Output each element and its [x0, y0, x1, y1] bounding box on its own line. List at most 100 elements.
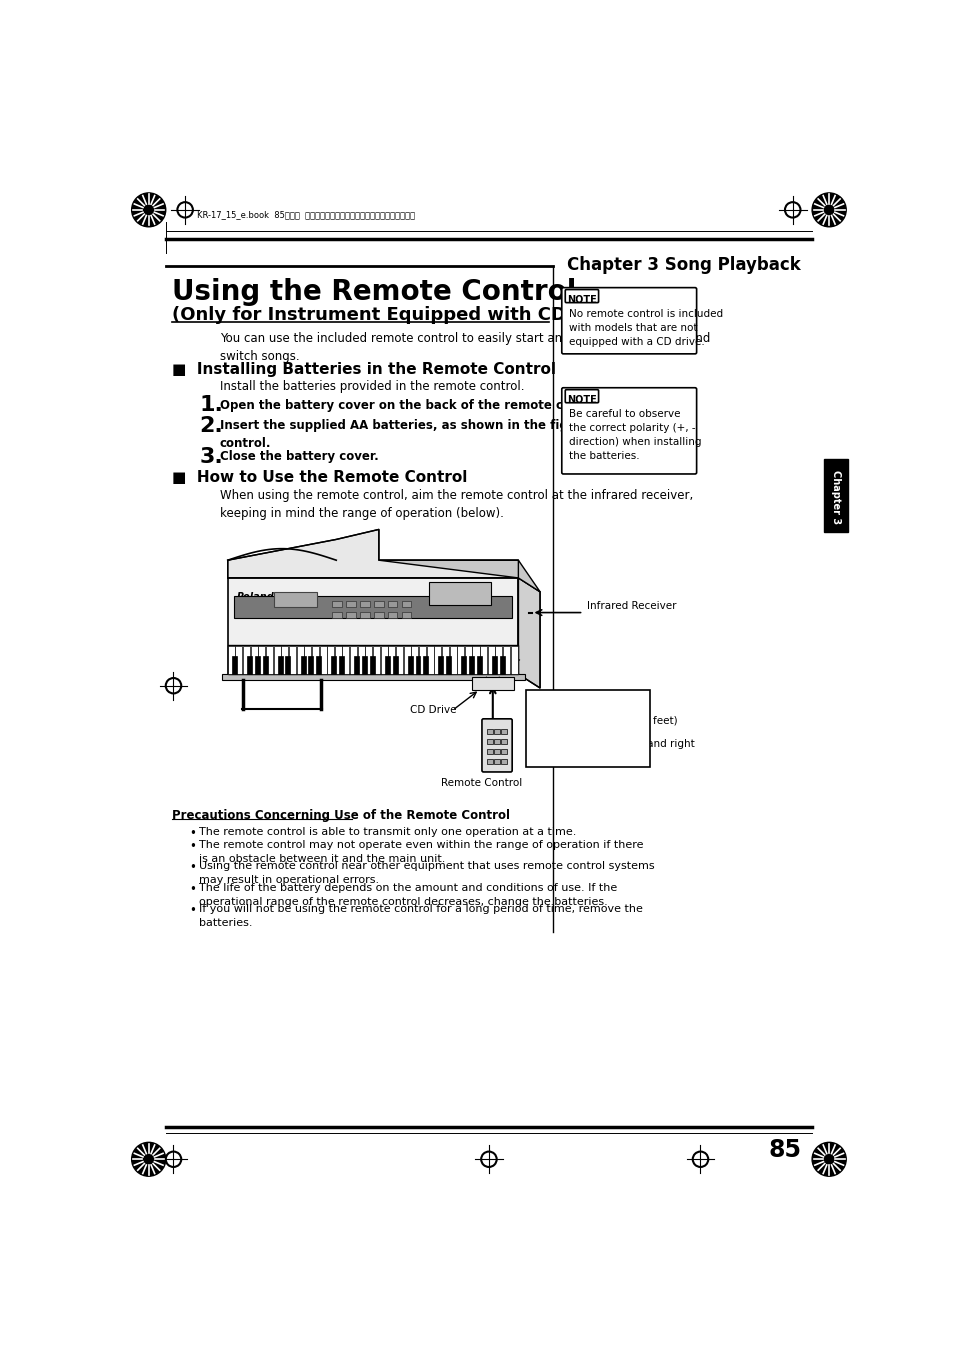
- Bar: [251, 646, 257, 674]
- Text: Open the battery cover on the back of the remote control.: Open the battery cover on the back of th…: [220, 399, 607, 412]
- Text: 3.: 3.: [199, 447, 223, 467]
- Bar: [392, 657, 397, 674]
- Bar: [494, 759, 499, 765]
- Bar: [232, 657, 236, 674]
- Text: Precautions Concerning Use of the Remote Control: Precautions Concerning Use of the Remote…: [172, 809, 510, 821]
- Bar: [408, 657, 413, 674]
- Text: 2.: 2.: [199, 416, 223, 436]
- Bar: [380, 646, 387, 674]
- Bar: [426, 646, 434, 674]
- Bar: [449, 646, 456, 674]
- Bar: [300, 657, 306, 674]
- Bar: [500, 748, 506, 754]
- Text: •: •: [189, 862, 195, 874]
- Bar: [346, 612, 355, 617]
- Bar: [319, 646, 326, 674]
- Bar: [228, 646, 234, 674]
- Text: The remote control is able to transmit only one operation at a time.: The remote control is able to transmit o…: [199, 827, 576, 838]
- Bar: [388, 646, 395, 674]
- Text: •: •: [189, 904, 195, 917]
- Polygon shape: [228, 530, 517, 578]
- Bar: [395, 646, 402, 674]
- Text: You can use the included remote control to easily start and stop performances an: You can use the included remote control …: [220, 331, 710, 362]
- Bar: [357, 646, 364, 674]
- Text: •: •: [189, 840, 195, 852]
- Bar: [423, 657, 428, 674]
- FancyBboxPatch shape: [565, 389, 598, 403]
- Text: (Only for Instrument Equipped with CD Drive): (Only for Instrument Equipped with CD Dr…: [172, 307, 634, 324]
- Text: 4 m (approximately 13 feet): 4 m (approximately 13 feet): [530, 716, 677, 725]
- Bar: [361, 657, 367, 674]
- Bar: [494, 748, 499, 754]
- Text: Remote Control: Remote Control: [440, 778, 521, 788]
- Bar: [346, 601, 355, 607]
- Circle shape: [811, 1143, 845, 1177]
- Bar: [374, 612, 383, 617]
- Text: Using the remote control near other equipment that uses remote control systems
m: Using the remote control near other equi…: [199, 862, 654, 885]
- Text: NOTE: NOTE: [566, 396, 597, 405]
- Bar: [354, 657, 359, 674]
- Bar: [461, 657, 466, 674]
- Text: The life of the battery depends on the amount and conditions of use. If the
oper: The life of the battery depends on the a…: [199, 882, 617, 907]
- Bar: [221, 674, 524, 681]
- Bar: [254, 657, 259, 674]
- Bar: [446, 657, 451, 674]
- Bar: [335, 646, 341, 674]
- Bar: [441, 646, 449, 674]
- Bar: [487, 739, 493, 744]
- Bar: [315, 657, 321, 674]
- Bar: [438, 657, 443, 674]
- Text: KR-17_15_e.book  85ページ  ２００４年１２月６日　月曜日　午後１時５４分: KR-17_15_e.book 85ページ ２００４年１２月６日 月曜日 午後１…: [196, 209, 415, 219]
- Text: •: •: [189, 882, 195, 896]
- Bar: [500, 759, 506, 765]
- Bar: [277, 657, 282, 674]
- Bar: [247, 657, 252, 674]
- Text: Install the batteries provided in the remote control.: Install the batteries provided in the re…: [220, 380, 524, 393]
- Bar: [487, 646, 495, 674]
- Text: When using the remote control, aim the remote control at the infrared receiver,
: When using the remote control, aim the r…: [220, 489, 693, 520]
- Text: 30 degrees to the left and right
of the receiver.: 30 degrees to the left and right of the …: [530, 739, 694, 763]
- Bar: [492, 657, 497, 674]
- Bar: [510, 646, 517, 674]
- Bar: [350, 646, 356, 674]
- Bar: [456, 646, 464, 674]
- Bar: [472, 677, 514, 689]
- Bar: [360, 612, 369, 617]
- Bar: [499, 657, 504, 674]
- Bar: [479, 646, 487, 674]
- Text: Chapter 3: Chapter 3: [830, 470, 841, 524]
- Text: If you will not be using the remote control for a long period of time, remove th: If you will not be using the remote cont…: [199, 904, 642, 928]
- Bar: [823, 458, 847, 532]
- Bar: [403, 646, 410, 674]
- Bar: [469, 657, 474, 674]
- Bar: [464, 646, 472, 674]
- FancyBboxPatch shape: [561, 388, 696, 474]
- Bar: [494, 739, 499, 744]
- Bar: [304, 646, 311, 674]
- Bar: [233, 596, 512, 617]
- FancyBboxPatch shape: [561, 288, 696, 354]
- Text: Angle:: Angle:: [530, 728, 568, 738]
- Bar: [296, 646, 303, 674]
- Bar: [312, 646, 318, 674]
- Bar: [494, 728, 499, 734]
- FancyBboxPatch shape: [565, 289, 598, 303]
- Bar: [285, 657, 290, 674]
- Bar: [228, 644, 517, 674]
- Bar: [476, 657, 481, 674]
- Bar: [411, 646, 418, 674]
- Text: Chapter 3 Song Playback: Chapter 3 Song Playback: [567, 257, 801, 274]
- Bar: [258, 646, 265, 674]
- Text: Insert the supplied AA batteries, as shown in the figure of remote
control.: Insert the supplied AA batteries, as sho…: [220, 419, 659, 450]
- Text: NOTE: NOTE: [566, 296, 597, 305]
- Text: Distance:: Distance:: [530, 705, 585, 715]
- Text: •: •: [189, 827, 195, 840]
- Bar: [434, 646, 441, 674]
- Bar: [373, 646, 379, 674]
- Bar: [289, 646, 295, 674]
- Bar: [338, 657, 344, 674]
- Text: ■  How to Use the Remote Control: ■ How to Use the Remote Control: [172, 470, 467, 485]
- Bar: [502, 646, 510, 674]
- Bar: [472, 646, 479, 674]
- Bar: [235, 646, 242, 674]
